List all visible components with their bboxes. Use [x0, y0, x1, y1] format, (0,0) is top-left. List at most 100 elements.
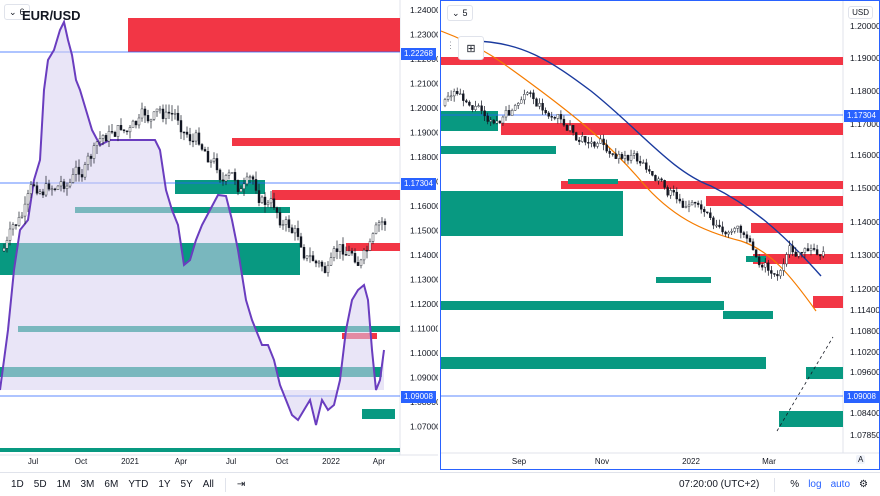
candle-body [507, 110, 511, 116]
supply-zone-6 [813, 296, 843, 308]
candle-body [818, 254, 822, 257]
left-chart-pane[interactable]: 1.240001.230001.220001.210001.200001.190… [0, 0, 438, 470]
candle-body [544, 110, 547, 114]
left-price-label: 1.13000 [410, 275, 438, 285]
demand-zone-9 [441, 191, 623, 236]
candle-body [459, 93, 462, 96]
range-1m-button[interactable]: 1M [56, 479, 71, 490]
candle-body [526, 92, 529, 95]
candle-body [462, 93, 465, 101]
left-chart-canvas[interactable]: 1.240001.230001.220001.210001.200001.190… [0, 0, 438, 470]
candle-body [245, 176, 249, 185]
candle-body [53, 188, 57, 191]
candle-body [137, 117, 141, 126]
candle-body [587, 142, 590, 144]
candle-body [574, 132, 578, 141]
candle-body [80, 174, 84, 178]
left-pane-badge[interactable]: ⌄ 6 [4, 4, 30, 20]
range-1y-button[interactable]: 1Y [158, 479, 171, 490]
candle-body [651, 171, 654, 176]
symbol-title: EUR/USD [22, 8, 81, 23]
right-price-label: 1.08400 [850, 408, 879, 418]
candle-body [275, 207, 279, 213]
candle-body [161, 108, 165, 119]
candle-body [727, 231, 730, 235]
percent-toggle[interactable]: % [790, 479, 800, 490]
candle-body [465, 100, 468, 103]
left-price-tag-3: 1.09008 [401, 391, 436, 403]
candle-body [143, 108, 147, 116]
candle-body [657, 178, 660, 181]
candle-body [751, 241, 755, 250]
log-toggle[interactable]: log [808, 479, 822, 490]
clock-time[interactable]: 07:20:00 (UTC+2) [678, 479, 760, 490]
right-pane-badge-label: 5 [462, 8, 468, 18]
drag-handle-icon[interactable]: ⋮⋮ [446, 40, 463, 50]
supply-zone-2 [561, 181, 843, 189]
candle-body [179, 120, 183, 133]
candle-body [690, 201, 694, 206]
candle-body [29, 184, 33, 194]
range-5y-button[interactable]: 5Y [180, 479, 193, 490]
candle-body [623, 155, 627, 159]
range-all-button[interactable]: All [202, 479, 214, 490]
demand-zone-6 [175, 180, 265, 194]
ribbon-line [0, 19, 385, 426]
candle-body [5, 240, 9, 249]
left-time-label: Apr [373, 457, 386, 466]
candle-body [785, 254, 788, 265]
volume-profile-fill [0, 22, 384, 425]
candle-body [678, 198, 682, 202]
demand-zone-11 [656, 277, 711, 283]
candle-body [269, 198, 273, 204]
right-pane-badge[interactable]: ⌄ 5 [447, 5, 473, 21]
range-1d-button[interactable]: 1D [11, 479, 24, 490]
left-price-label: 1.11000 [410, 324, 438, 334]
candle-body [809, 248, 813, 252]
candle-body [516, 103, 520, 106]
supply-zone-0 [128, 18, 400, 52]
candle-body [782, 263, 785, 271]
candle-body [626, 155, 630, 161]
candle-body [498, 120, 502, 124]
range-ytd-button[interactable]: YTD [128, 479, 149, 490]
candle-body [356, 262, 360, 266]
candle-body [146, 115, 150, 122]
left-price-label: 1.15000 [410, 226, 438, 236]
candle-body [347, 250, 351, 256]
right-chart-pane[interactable]: 1.20000 1.19000 1.18000 1.17000 1.16000 1.150… [440, 0, 880, 470]
candle-body [188, 134, 192, 142]
currency-badge[interactable]: USD [848, 6, 873, 19]
range-5d-button[interactable]: 5D [33, 479, 47, 490]
range-3m-button[interactable]: 3M [80, 479, 95, 490]
candle-body [50, 188, 54, 191]
settings-gear-icon[interactable]: ⚙ [859, 479, 868, 490]
right-price-label: 1.19000 [850, 53, 879, 63]
candle-body [779, 270, 782, 277]
supply-zone-3 [706, 196, 843, 206]
range-6m-button[interactable]: 6M [104, 479, 119, 490]
supply-zone-4 [751, 223, 843, 233]
candle-body [296, 228, 300, 237]
candle-body [471, 105, 474, 110]
date-range-icon[interactable]: ⇥ [236, 479, 246, 490]
right-chart-canvas[interactable]: 1.20000 1.19000 1.18000 1.17000 1.16000 1.150… [441, 1, 879, 469]
candle-body [191, 140, 195, 143]
candle-body [776, 274, 779, 277]
candle-body [359, 259, 363, 266]
candle-body [8, 228, 12, 241]
candle-body [197, 132, 201, 145]
candle-body [23, 203, 27, 217]
candle-body [338, 244, 342, 252]
candle-body [675, 191, 679, 200]
object-tree-icon[interactable]: ⊞ [458, 36, 484, 60]
candle-body [65, 185, 69, 189]
candle-body [788, 245, 791, 255]
candle-body [532, 92, 535, 100]
auto-toggle[interactable]: auto [830, 479, 851, 490]
bottom-toolbar: 1D 5D 1M 3M 6M YTD 1Y 5Y All ⇥ 07:20:00 … [0, 472, 880, 496]
candle-body [287, 219, 291, 228]
auto-scale-toggle[interactable]: A [856, 455, 866, 464]
candle-body [332, 248, 336, 258]
candle-body [611, 153, 614, 155]
